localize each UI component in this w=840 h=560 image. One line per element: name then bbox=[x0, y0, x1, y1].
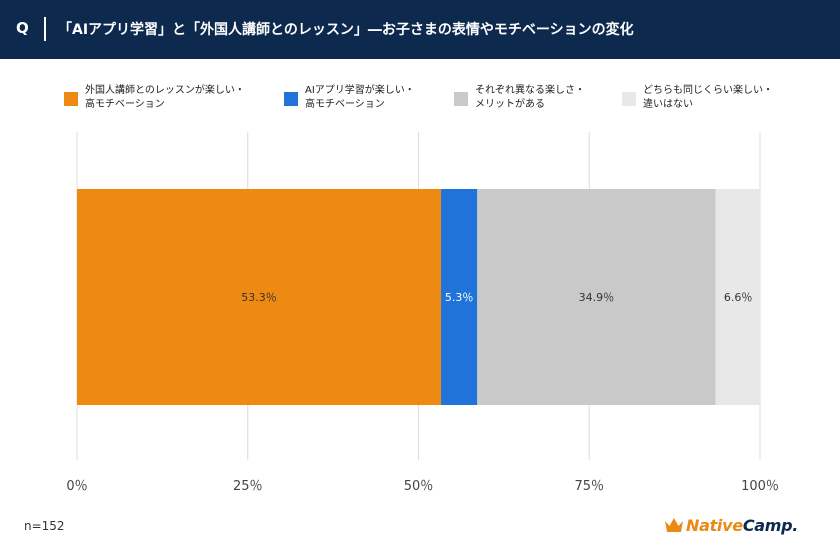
data-label-3: 6.6％ bbox=[724, 291, 753, 304]
x-tick-label: 50％ bbox=[404, 479, 434, 494]
legend-label: それぞれ異なる楽しさ・ メリットがある bbox=[475, 85, 585, 110]
logo-text: NativeCamp. bbox=[686, 516, 799, 535]
chart-title: 「AIアプリ学習」と「外国人講師とのレッスン」―お子さまの表情やモチベーションの… bbox=[58, 22, 634, 38]
bar-segment-0 bbox=[77, 189, 442, 405]
question-marker: Q bbox=[16, 19, 29, 37]
bar-segment-3 bbox=[715, 189, 761, 405]
sample-size: n=152 bbox=[24, 519, 65, 533]
x-tick-label: 100％ bbox=[741, 479, 779, 494]
nativecamp-logo: NativeCamp. bbox=[664, 514, 824, 540]
data-label-0: 53.3％ bbox=[241, 291, 277, 304]
legend-label: どちらも同じくらい楽しい・ 違いはない bbox=[643, 85, 773, 110]
legend-swatch bbox=[284, 92, 298, 106]
legend-label: AIアプリ学習が楽しい・ 高モチベーション bbox=[305, 85, 415, 110]
data-label-2: 34.9％ bbox=[579, 291, 615, 304]
legend-label: 外国人講師とのレッスンが楽しい・ 高モチベーション bbox=[85, 85, 245, 110]
x-tick-label: 25％ bbox=[233, 479, 263, 494]
x-tick-label: 75％ bbox=[574, 479, 604, 494]
legend-swatch bbox=[454, 92, 468, 106]
bar-segment-1 bbox=[441, 189, 478, 405]
legend-swatch bbox=[622, 92, 636, 106]
header-divider bbox=[44, 17, 46, 41]
x-tick-label: 0％ bbox=[66, 479, 87, 494]
crown-icon bbox=[665, 518, 683, 532]
header-bar: Q 「AIアプリ学習」と「外国人講師とのレッスン」―お子さまの表情やモチベーショ… bbox=[0, 0, 840, 59]
bar-segment-2 bbox=[477, 189, 716, 405]
legend-swatch bbox=[64, 92, 78, 106]
data-label-1: 5.3％ bbox=[445, 291, 474, 304]
